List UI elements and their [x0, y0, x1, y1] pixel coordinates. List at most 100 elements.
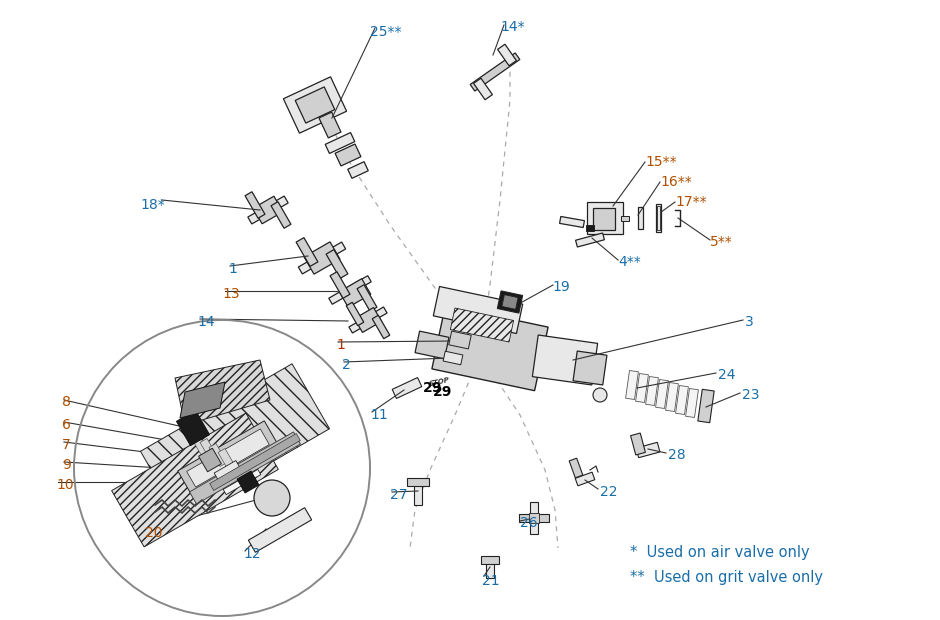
Polygon shape [298, 242, 346, 274]
Text: 19: 19 [552, 280, 570, 294]
Polygon shape [335, 144, 361, 166]
Polygon shape [329, 276, 371, 304]
Polygon shape [354, 308, 382, 332]
Polygon shape [497, 44, 516, 66]
Text: 28: 28 [668, 448, 685, 462]
Polygon shape [325, 133, 354, 153]
Polygon shape [372, 316, 390, 339]
Polygon shape [636, 442, 660, 458]
Polygon shape [248, 508, 312, 552]
Polygon shape [191, 433, 209, 456]
Text: 1: 1 [228, 262, 237, 276]
Polygon shape [210, 433, 300, 490]
Polygon shape [433, 286, 523, 334]
Polygon shape [655, 204, 661, 232]
Polygon shape [339, 279, 370, 308]
Circle shape [593, 388, 607, 402]
Text: 9: 9 [62, 458, 70, 472]
Polygon shape [593, 208, 615, 230]
Text: 14*: 14* [500, 20, 525, 34]
Polygon shape [326, 250, 348, 278]
Polygon shape [271, 202, 291, 228]
Polygon shape [431, 305, 548, 391]
Polygon shape [676, 386, 688, 415]
Polygon shape [575, 233, 604, 247]
Polygon shape [569, 458, 583, 478]
Polygon shape [237, 471, 258, 493]
Polygon shape [474, 78, 493, 100]
Text: 29: 29 [433, 385, 452, 399]
Polygon shape [519, 514, 549, 522]
Polygon shape [530, 502, 538, 534]
Polygon shape [190, 432, 301, 504]
Polygon shape [180, 382, 225, 418]
Polygon shape [575, 472, 595, 486]
Text: 25**: 25** [370, 25, 401, 39]
Text: 2: 2 [342, 358, 351, 372]
Text: 13: 13 [222, 287, 240, 301]
Polygon shape [304, 242, 340, 274]
Text: 11: 11 [370, 408, 388, 422]
Text: 5**: 5** [710, 235, 733, 249]
Text: 22: 22 [600, 485, 618, 499]
Text: 27: 27 [390, 488, 408, 502]
Polygon shape [283, 77, 347, 133]
Text: *  Used on air valve only: * Used on air valve only [630, 545, 809, 560]
Polygon shape [529, 513, 539, 523]
Polygon shape [559, 216, 585, 228]
Polygon shape [198, 448, 222, 472]
Text: 18*: 18* [140, 198, 164, 212]
Polygon shape [248, 196, 289, 224]
Text: 6: 6 [62, 418, 70, 432]
Polygon shape [178, 421, 278, 495]
Polygon shape [346, 303, 364, 326]
Text: 3: 3 [745, 315, 754, 329]
Text: 23: 23 [742, 388, 760, 402]
Polygon shape [532, 335, 598, 385]
Text: 17**: 17** [675, 195, 707, 209]
Polygon shape [666, 383, 679, 412]
Polygon shape [573, 351, 607, 385]
Polygon shape [655, 379, 668, 409]
Text: 8: 8 [62, 395, 70, 409]
Polygon shape [502, 294, 518, 309]
Polygon shape [245, 192, 265, 218]
Polygon shape [448, 331, 471, 349]
Polygon shape [214, 461, 242, 484]
Polygon shape [295, 87, 335, 123]
Polygon shape [631, 433, 646, 455]
Polygon shape [685, 389, 698, 417]
Text: **  Used on grit valve only: ** Used on grit valve only [630, 570, 823, 585]
Polygon shape [187, 429, 269, 487]
Polygon shape [218, 448, 236, 472]
Polygon shape [486, 558, 494, 578]
Polygon shape [621, 216, 629, 221]
Polygon shape [177, 410, 210, 446]
Polygon shape [349, 307, 387, 333]
Text: 12: 12 [243, 547, 260, 561]
Text: 20: 20 [145, 526, 163, 540]
Polygon shape [175, 360, 270, 425]
Polygon shape [646, 376, 658, 405]
Polygon shape [497, 291, 523, 313]
Polygon shape [415, 331, 449, 359]
Circle shape [254, 480, 290, 516]
Polygon shape [481, 556, 499, 564]
Polygon shape [450, 308, 513, 342]
Text: 21: 21 [482, 574, 500, 588]
Polygon shape [392, 378, 422, 399]
Polygon shape [626, 371, 638, 399]
Polygon shape [635, 373, 649, 402]
Text: 15**: 15** [645, 155, 677, 169]
Polygon shape [253, 196, 283, 224]
Polygon shape [414, 479, 422, 505]
Polygon shape [586, 225, 594, 231]
Text: 29: 29 [423, 381, 443, 395]
Polygon shape [357, 285, 377, 311]
Polygon shape [140, 364, 330, 516]
Polygon shape [112, 413, 278, 547]
Text: 4**: 4** [618, 255, 641, 269]
Polygon shape [319, 112, 341, 138]
Text: 24: 24 [718, 368, 735, 382]
Polygon shape [656, 206, 660, 230]
